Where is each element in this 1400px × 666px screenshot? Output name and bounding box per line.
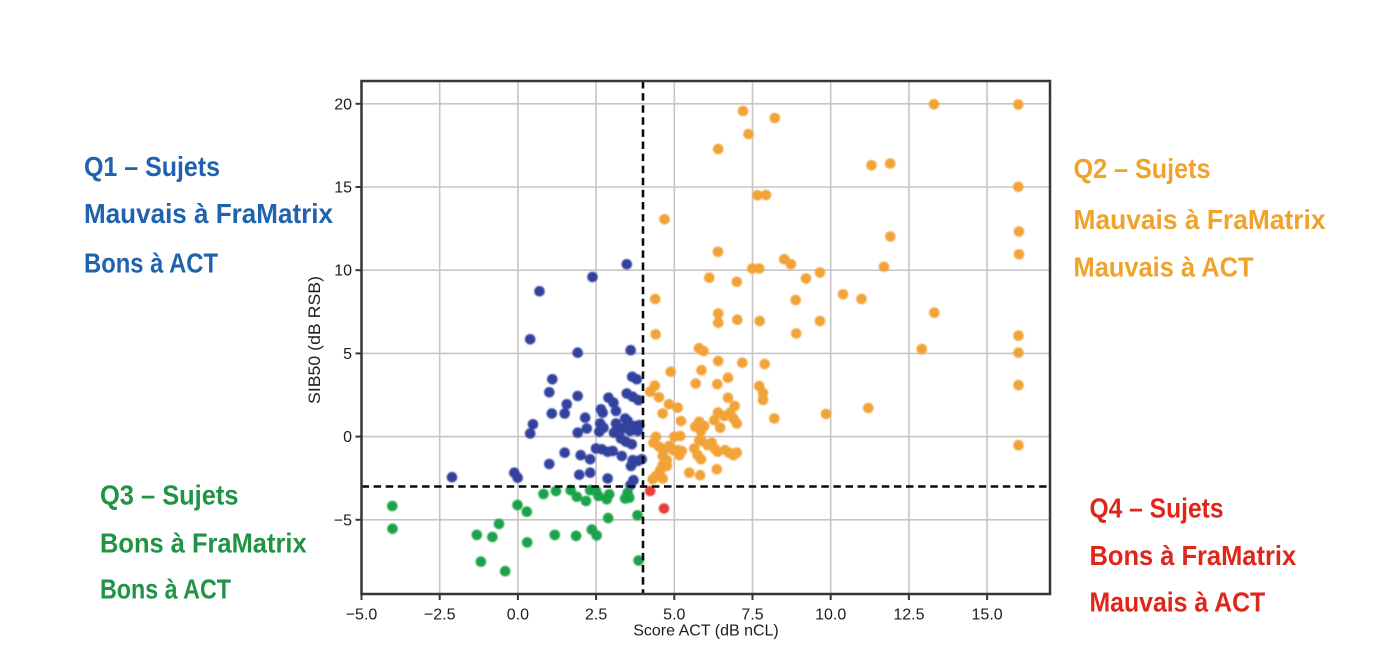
svg-text:Bons à FraMatrix: Bons à FraMatrix [1090,540,1297,571]
svg-text:SIB50 (dB RSB): SIB50 (dB RSB) [305,276,324,404]
svg-text:Q4 – Sujets: Q4 – Sujets [1090,492,1224,523]
svg-text:Mauvais à ACT: Mauvais à ACT [1074,251,1254,282]
svg-text:Bons à ACT: Bons à ACT [84,248,218,279]
svg-text:5: 5 [343,346,352,363]
svg-text:Mauvais à ACT: Mauvais à ACT [1090,586,1266,617]
svg-text:10.0: 10.0 [815,607,846,624]
svg-text:Score ACT (dB nCL): Score ACT (dB nCL) [633,623,779,640]
svg-text:2.5: 2.5 [585,607,607,624]
svg-text:15.0: 15.0 [972,607,1003,624]
svg-text:15: 15 [334,180,352,197]
svg-text:Q3 – Sujets: Q3 – Sujets [100,479,239,510]
svg-text:Mauvais à FraMatrix: Mauvais à FraMatrix [84,198,333,229]
svg-text:Q1 – Sujets: Q1 – Sujets [84,151,220,182]
svg-text:0: 0 [343,429,352,446]
svg-text:Q2 – Sujets: Q2 – Sujets [1074,153,1211,184]
svg-text:12.5: 12.5 [893,607,924,624]
svg-text:Bons à FraMatrix: Bons à FraMatrix [100,528,307,559]
svg-text:−5.0: −5.0 [346,607,378,624]
svg-text:Bons à ACT: Bons à ACT [100,573,231,604]
svg-text:20: 20 [334,96,352,113]
svg-text:7.5: 7.5 [741,607,763,624]
svg-text:0.0: 0.0 [507,607,529,624]
svg-text:10: 10 [334,263,352,280]
svg-text:−2.5: −2.5 [424,607,456,624]
svg-text:−5: −5 [334,512,352,529]
svg-text:5.0: 5.0 [663,607,685,624]
svg-text:Mauvais à FraMatrix: Mauvais à FraMatrix [1074,204,1326,235]
